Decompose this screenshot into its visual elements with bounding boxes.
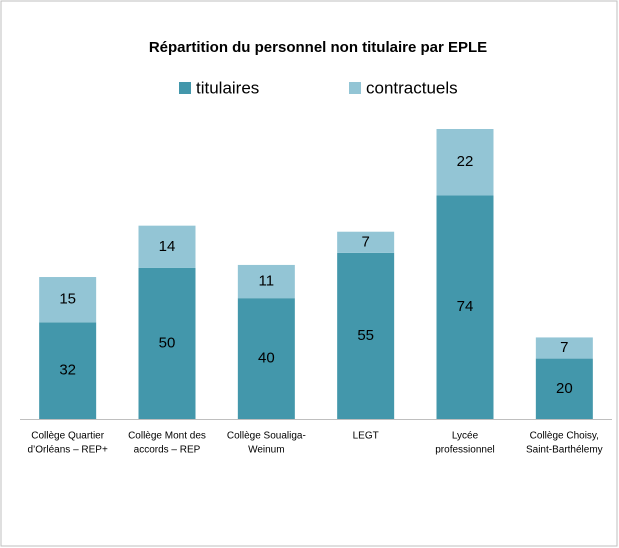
value-label: 7 [560,339,568,356]
bar-segment [237,264,295,299]
value-label: 15 [59,291,76,308]
x-tick-label: professionnel [435,445,494,456]
bar-segment [237,298,295,419]
value-label: 50 [159,334,176,351]
bar-segment [535,358,593,419]
x-tick-label: Collège Choisy, [530,431,599,442]
x-tick-label: LEGT [353,431,379,442]
legend-label: titulaires [196,78,259,97]
x-tick-label: Weinum [248,445,285,456]
bar-segment [436,195,494,419]
bar-segment [337,231,395,253]
bar-segment [39,322,97,419]
legend-swatch [349,82,361,94]
value-label: 32 [59,362,76,379]
value-label: 40 [258,350,275,367]
legend-label: contractuels [366,78,458,97]
bar-segment [138,267,196,419]
bar-segment [138,225,196,268]
x-tick-label: Collège Quartier [31,431,104,442]
chart-title: Répartition du personnel non titulaire p… [149,39,487,56]
bar-segment [436,129,494,196]
x-tick-label: Saint-Barthélemy [526,445,603,456]
value-label: 7 [361,233,369,250]
legend-swatch [179,82,191,94]
x-tick-label: Collège Mont des [128,431,206,442]
x-tick-label: Collège Soualiga- [227,431,306,442]
bar-segment [337,252,395,419]
value-label: 55 [357,327,374,344]
x-tick-label: Lycée [452,431,479,442]
bar-segment [39,277,97,323]
value-label: 14 [159,238,176,255]
value-label: 11 [259,273,275,290]
bar-segment [535,337,593,359]
x-tick-label: d’Orléans – REP+ [28,445,108,456]
value-label: 20 [556,380,573,397]
value-label: 22 [457,153,474,170]
x-tick-label: accords – REP [134,445,201,456]
value-label: 74 [457,298,474,315]
